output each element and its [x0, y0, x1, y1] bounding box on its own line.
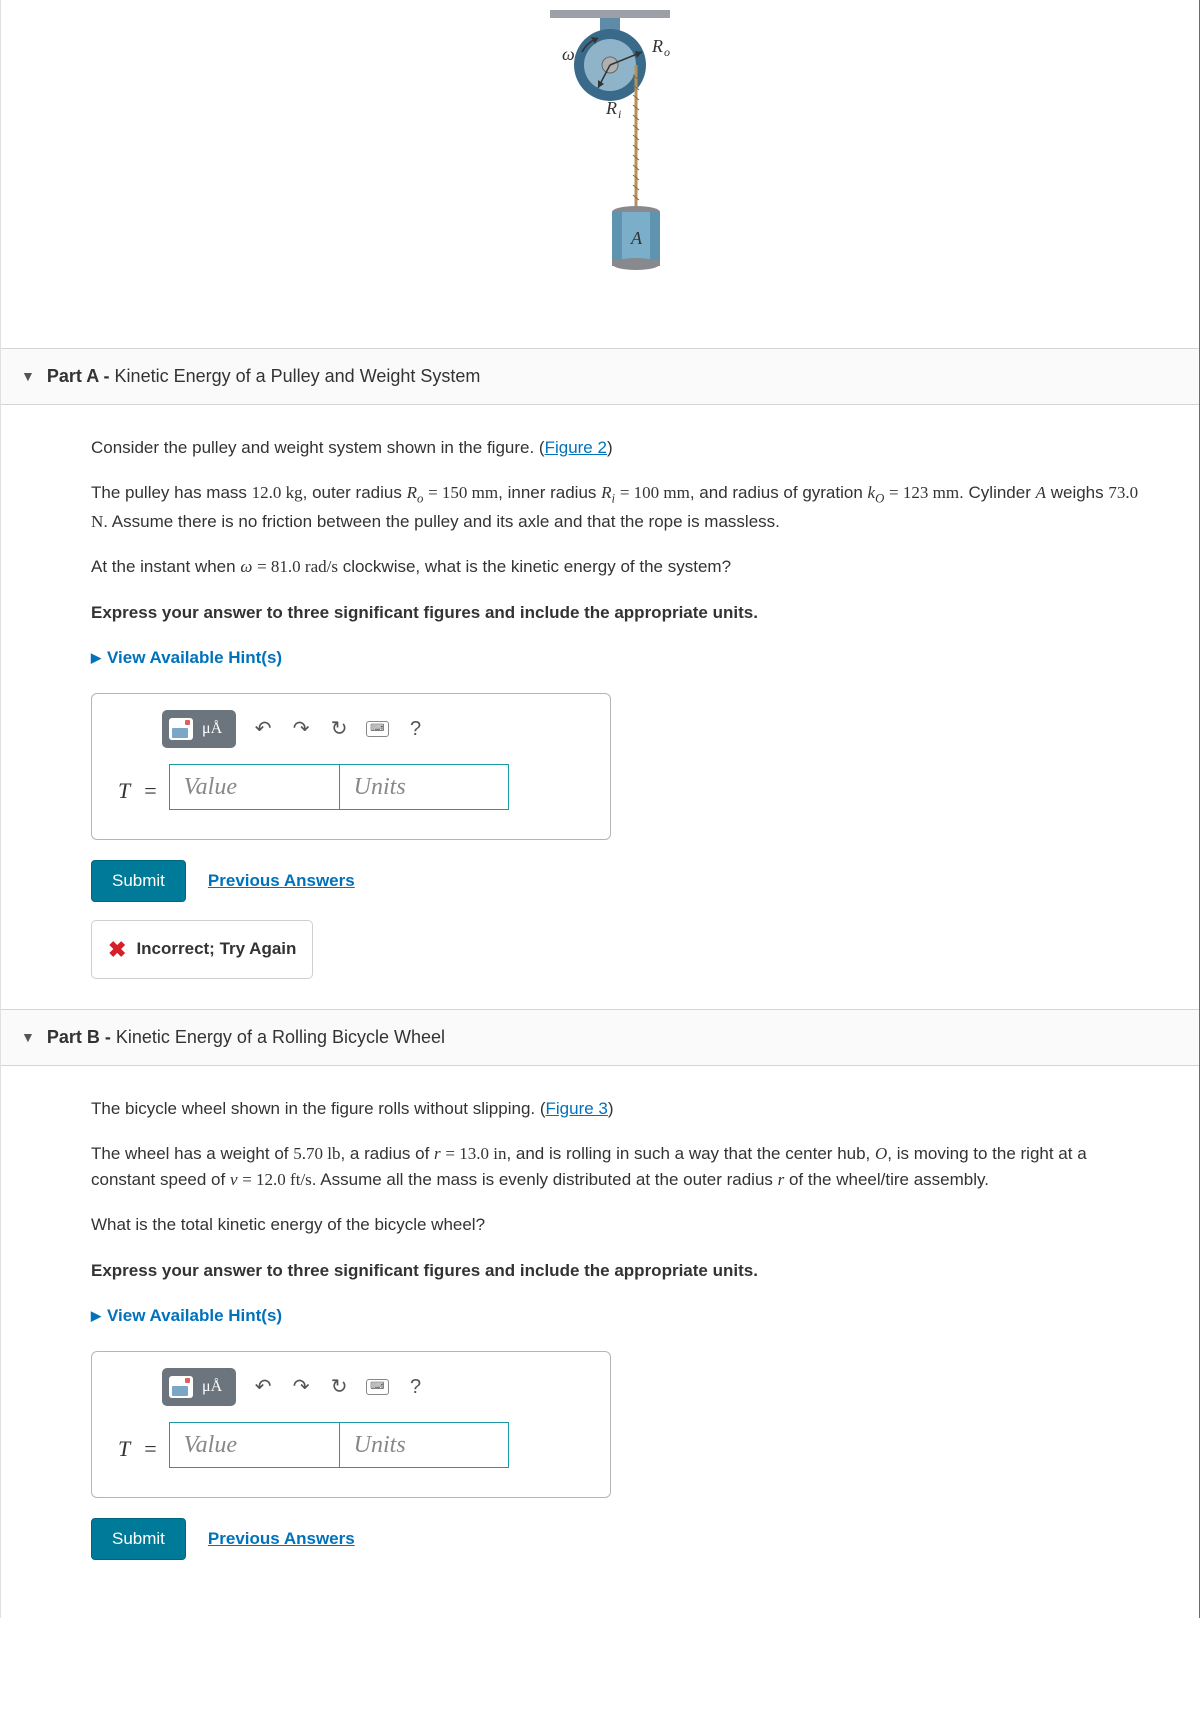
feedback-text: Incorrect; Try Again — [136, 936, 296, 962]
svg-text:A: A — [630, 228, 643, 248]
answer-box-a: μÅ ↶ ↷ ↻ ⌨ ? T = Value Units — [91, 693, 611, 840]
figure-2-link[interactable]: Figure 2 — [545, 438, 607, 457]
caret-down-icon: ▼ — [21, 1027, 35, 1048]
part-a-header[interactable]: ▼ Part A - Kinetic Energy of a Pulley an… — [1, 348, 1199, 405]
incorrect-icon: ✖ — [108, 933, 126, 966]
undo-icon[interactable]: ↶ — [252, 1372, 274, 1402]
submit-button-a[interactable]: Submit — [91, 860, 186, 902]
symbols-tool: μÅ — [195, 715, 229, 743]
answer-toolbar-b: μÅ ↶ ↷ ↻ ⌨ ? — [162, 1368, 588, 1406]
part-b-title: Part B - Kinetic Energy of a Rolling Bic… — [47, 1024, 445, 1051]
part-b-given: The wheel has a weight of 5.70 lb, a rad… — [91, 1141, 1149, 1192]
template-tool[interactable]: μÅ — [162, 1368, 236, 1406]
part-a-intro: Consider the pulley and weight system sh… — [91, 435, 1149, 461]
keyboard-icon[interactable]: ⌨ — [366, 1379, 388, 1395]
svg-text:ω: ω — [562, 44, 575, 64]
svg-text:R: R — [605, 98, 617, 118]
part-b-instructions: Express your answer to three significant… — [91, 1258, 1149, 1284]
page: ω R o R i A ▼ Part A - Kinetic Energy of… — [0, 0, 1200, 1618]
triangle-right-icon: ▶ — [91, 1306, 101, 1326]
view-hints-a[interactable]: ▶ View Available Hint(s) — [91, 645, 1149, 671]
part-b-header[interactable]: ▼ Part B - Kinetic Energy of a Rolling B… — [1, 1009, 1199, 1066]
view-hints-b[interactable]: ▶ View Available Hint(s) — [91, 1303, 1149, 1329]
value-input-a[interactable]: Value — [169, 764, 339, 810]
submit-button-b[interactable]: Submit — [91, 1518, 186, 1560]
template-tool[interactable]: μÅ — [162, 710, 236, 748]
variable-label: T — [114, 764, 140, 817]
input-row-a: T = Value Units — [114, 764, 588, 817]
units-input-b[interactable]: Units — [339, 1422, 509, 1468]
figure-2: ω R o R i A — [41, 0, 1159, 348]
part-a-given: The pulley has mass 12.0 kg, outer radiu… — [91, 480, 1149, 534]
reset-icon[interactable]: ↻ — [328, 1372, 350, 1402]
reset-icon[interactable]: ↻ — [328, 714, 350, 744]
answer-toolbar-a: μÅ ↶ ↷ ↻ ⌨ ? — [162, 710, 588, 748]
caret-down-icon: ▼ — [21, 366, 35, 387]
help-icon[interactable]: ? — [405, 1372, 427, 1402]
template-icon — [169, 718, 193, 740]
units-input-a[interactable]: Units — [339, 764, 509, 810]
previous-answers-a[interactable]: Previous Answers — [208, 868, 355, 894]
part-b-question: What is the total kinetic energy of the … — [91, 1212, 1149, 1238]
redo-icon[interactable]: ↷ — [290, 714, 312, 744]
answer-box-b: μÅ ↶ ↷ ↻ ⌨ ? T = Value Units — [91, 1351, 611, 1498]
value-input-b[interactable]: Value — [169, 1422, 339, 1468]
part-b-intro: The bicycle wheel shown in the figure ro… — [91, 1096, 1149, 1122]
undo-icon[interactable]: ↶ — [252, 714, 274, 744]
help-icon[interactable]: ? — [405, 714, 427, 744]
variable-label: T — [114, 1422, 140, 1475]
svg-text:i: i — [618, 107, 621, 121]
svg-text:o: o — [664, 45, 670, 59]
part-a-title: Part A - Kinetic Energy of a Pulley and … — [47, 363, 481, 390]
symbols-tool: μÅ — [195, 1373, 229, 1401]
svg-text:R: R — [651, 36, 663, 56]
triangle-right-icon: ▶ — [91, 648, 101, 668]
input-row-b: T = Value Units — [114, 1422, 588, 1475]
part-a-content: Consider the pulley and weight system sh… — [41, 435, 1159, 1009]
equals-label: = — [140, 764, 168, 817]
feedback-a: ✖ Incorrect; Try Again — [91, 920, 313, 979]
template-icon — [169, 1376, 193, 1398]
previous-answers-b[interactable]: Previous Answers — [208, 1526, 355, 1552]
keyboard-icon[interactable]: ⌨ — [366, 721, 388, 737]
figure-3-link[interactable]: Figure 3 — [546, 1099, 608, 1118]
redo-icon[interactable]: ↷ — [290, 1372, 312, 1402]
equals-label: = — [140, 1422, 168, 1475]
part-a-instructions: Express your answer to three significant… — [91, 600, 1149, 626]
part-b-content: The bicycle wheel shown in the figure ro… — [41, 1096, 1159, 1560]
part-a-question: At the instant when ω = 81.0 rad/s clock… — [91, 554, 1149, 580]
